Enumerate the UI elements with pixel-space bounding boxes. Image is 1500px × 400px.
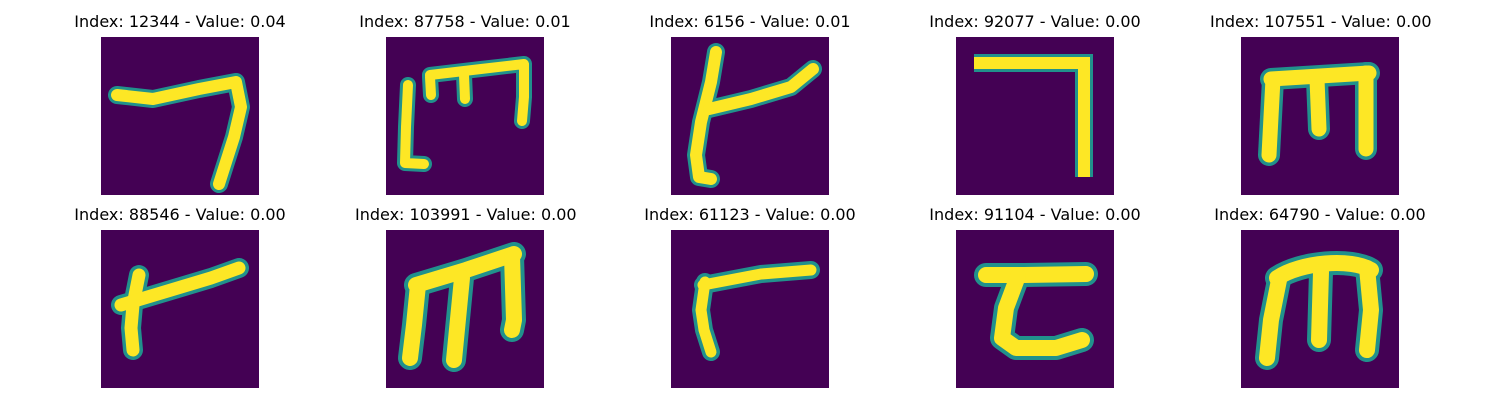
character-image [671, 230, 829, 388]
image-panel-3: Index: 6156 - Value: 0.01 [640, 12, 860, 202]
image-title: Index: 6156 - Value: 0.01 [640, 12, 860, 32]
image-background [956, 230, 1114, 388]
character-image [386, 37, 544, 195]
image-panel-2: Index: 87758 - Value: 0.01 [355, 12, 575, 202]
image-title: Index: 103991 - Value: 0.00 [355, 205, 575, 225]
image-title: Index: 61123 - Value: 0.00 [640, 205, 860, 225]
image-title: Index: 87758 - Value: 0.01 [355, 12, 575, 32]
character-image [956, 37, 1114, 195]
image-panel-8: Index: 61123 - Value: 0.00 [640, 205, 860, 395]
image-panel-10: Index: 64790 - Value: 0.00 [1210, 205, 1430, 395]
image-panel-9: Index: 91104 - Value: 0.00 [925, 205, 1145, 395]
character-image [1241, 230, 1399, 388]
image-title: Index: 12344 - Value: 0.04 [70, 12, 290, 32]
image-title: Index: 107551 - Value: 0.00 [1210, 12, 1430, 32]
character-image [101, 230, 259, 388]
character-image [956, 230, 1114, 388]
character-image [1241, 37, 1399, 195]
character-image [101, 37, 259, 195]
character-image [671, 37, 829, 195]
image-panel-6: Index: 88546 - Value: 0.00 [70, 205, 290, 395]
image-title: Index: 91104 - Value: 0.00 [925, 205, 1145, 225]
image-title: Index: 92077 - Value: 0.00 [925, 12, 1145, 32]
character-image [386, 230, 544, 388]
image-panel-7: Index: 103991 - Value: 0.00 [355, 205, 575, 395]
image-panel-1: Index: 12344 - Value: 0.04 [70, 12, 290, 202]
image-panel-4: Index: 92077 - Value: 0.00 [925, 12, 1145, 202]
image-title: Index: 88546 - Value: 0.00 [70, 205, 290, 225]
image-panel-5: Index: 107551 - Value: 0.00 [1210, 12, 1430, 202]
image-title: Index: 64790 - Value: 0.00 [1210, 205, 1430, 225]
